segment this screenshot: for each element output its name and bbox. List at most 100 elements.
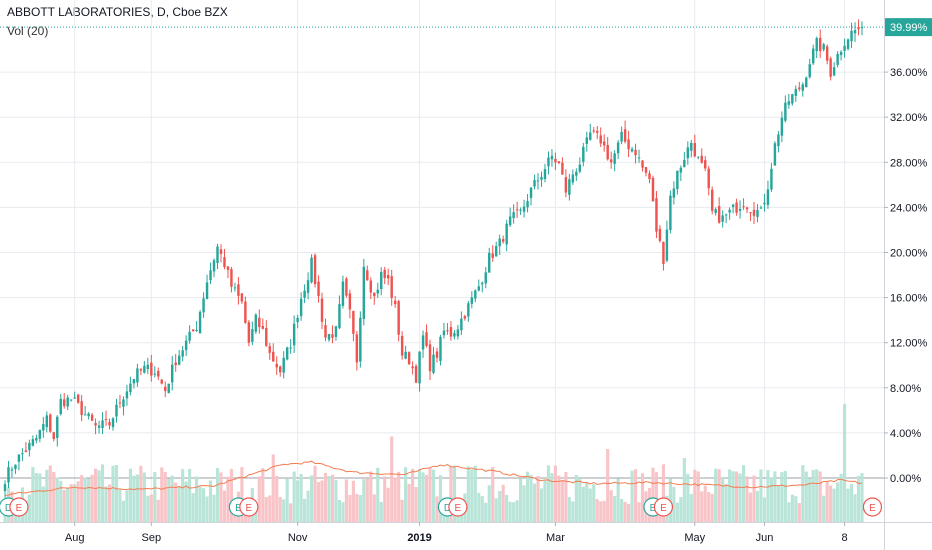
candle-body <box>766 189 770 205</box>
volume-bar <box>620 498 624 522</box>
volume-bar <box>498 491 502 522</box>
volume-bar <box>341 502 345 522</box>
volume-bar <box>348 495 352 522</box>
volume-bar <box>769 477 773 522</box>
volume-bar <box>289 503 293 522</box>
candle-body <box>202 298 205 313</box>
volume-bar <box>149 494 153 522</box>
volume-bar <box>773 471 777 522</box>
candle-body <box>704 160 707 169</box>
volume-bar <box>501 484 505 522</box>
x-tick-label: Aug <box>65 532 85 544</box>
candle-body <box>474 290 477 299</box>
candle-body <box>759 207 763 209</box>
volume-bar <box>804 471 808 522</box>
candle-body <box>160 379 163 384</box>
volume-bar <box>491 467 495 522</box>
volume-bar <box>27 494 31 522</box>
candle-body <box>488 252 491 273</box>
volume-bar <box>752 475 756 522</box>
candle-body <box>345 278 348 296</box>
candle-body <box>296 317 299 323</box>
volume-bar <box>755 491 760 522</box>
candle-body <box>42 424 45 431</box>
volume-bar <box>369 471 373 522</box>
volume-bar <box>376 467 380 522</box>
volume-bar <box>316 482 321 522</box>
candle-body <box>63 399 66 407</box>
candle-body <box>505 223 508 245</box>
volume-bar <box>529 474 533 522</box>
volume-bar <box>505 494 509 522</box>
candle-body <box>376 289 379 294</box>
last-price-label: 39.99% <box>890 22 928 34</box>
candle-body <box>139 369 143 371</box>
candle-body <box>818 37 822 52</box>
candle-body <box>540 176 543 180</box>
earnings-marker <box>448 497 468 517</box>
candle-body <box>498 238 501 247</box>
candle-body <box>275 363 278 368</box>
volume-bar <box>424 474 429 522</box>
candle-body <box>596 130 599 133</box>
candle-body <box>613 153 616 164</box>
volume-bar <box>557 475 561 522</box>
time-axis[interactable]: Aug Sep Nov 2019 Mar May Jun 8 <box>65 522 848 544</box>
candle-body <box>265 328 268 346</box>
symbol-title[interactable]: ABBOTT LABORATORIES, D, Cboe BZX <box>7 5 228 19</box>
volume-bar <box>546 465 551 522</box>
candle-body <box>327 334 331 340</box>
candle-body <box>589 132 592 140</box>
candle-body <box>731 204 735 207</box>
volume-bar <box>80 475 84 522</box>
candle-body <box>669 195 672 230</box>
y-tick-label: 32.00% <box>890 112 928 124</box>
volume-bar <box>219 472 223 522</box>
candle-body <box>812 48 815 64</box>
candle-body <box>599 135 602 144</box>
volume-bar <box>59 481 63 522</box>
candle-body <box>143 365 146 373</box>
candle-body <box>773 143 777 166</box>
candle-body <box>676 170 679 190</box>
volume-bar <box>571 501 575 522</box>
candle-body <box>609 159 613 163</box>
candle-body <box>226 266 230 271</box>
candle-body <box>623 129 627 142</box>
candle-body <box>662 241 665 265</box>
candle-body <box>313 255 317 285</box>
earnings-marker <box>862 497 883 517</box>
candle-body <box>683 159 686 168</box>
volume-bar <box>146 495 150 522</box>
volume-bar <box>167 478 171 522</box>
volume-bar <box>787 502 791 522</box>
candle-body <box>38 429 42 439</box>
volume-bar <box>358 495 362 522</box>
volume-indicator-label[interactable]: Vol (20) <box>7 24 49 38</box>
candle-body <box>724 214 728 216</box>
volume-bar <box>73 484 77 522</box>
candle-body <box>212 260 216 272</box>
volume-bar <box>222 490 227 522</box>
candle-body <box>714 209 717 214</box>
volume-bar <box>466 466 470 522</box>
volume-bar <box>519 478 523 522</box>
candle-body <box>278 366 282 373</box>
volume-bar <box>128 468 132 522</box>
volume-bar <box>390 436 394 522</box>
candle-body <box>157 370 160 377</box>
candle-body <box>24 450 28 452</box>
candle-body <box>547 157 550 167</box>
candle-body <box>515 209 519 211</box>
candle-body <box>857 26 860 30</box>
candle-body <box>846 39 850 49</box>
volume-bar <box>31 467 35 522</box>
y-tick-label: 20.00% <box>890 248 928 260</box>
candle-body <box>721 215 724 222</box>
candle-body <box>101 420 104 428</box>
candle-body <box>73 397 76 399</box>
volume-bar <box>543 479 547 522</box>
price-axis[interactable]: 36.00% 32.00% 28.00% 24.00% 20.00% 16.00% 12.0… <box>884 18 932 485</box>
